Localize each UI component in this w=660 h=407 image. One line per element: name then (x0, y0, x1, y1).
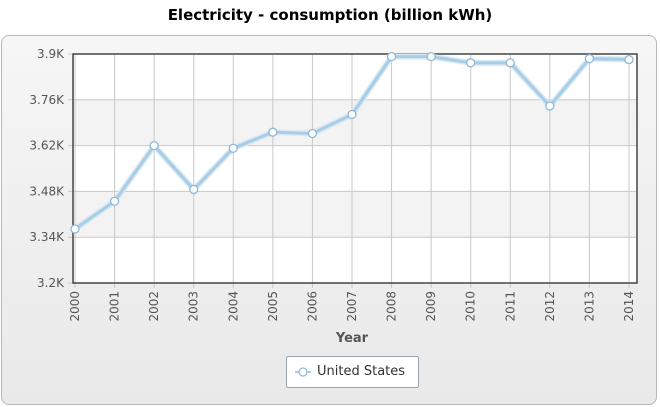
y-tick-label: 3.9K (37, 47, 65, 61)
data-point[interactable] (70, 224, 80, 234)
chart-title: Electricity - consumption (billion kWh) (167, 6, 493, 24)
data-point[interactable] (149, 140, 159, 151)
x-tick-label: 2012 (543, 291, 557, 322)
data-point[interactable] (347, 109, 357, 120)
x-tick-label: 2000 (68, 291, 82, 322)
data-point[interactable] (386, 51, 397, 62)
data-point[interactable] (268, 127, 278, 137)
data-point[interactable] (189, 184, 199, 195)
x-tick-label: 2008 (385, 291, 399, 322)
x-tick-label: 2009 (424, 291, 438, 322)
data-point[interactable] (109, 196, 120, 206)
data-point[interactable] (505, 58, 515, 68)
plot-background (73, 54, 637, 283)
plot-border (72, 53, 638, 284)
y-tick-label: 3.62K (29, 139, 65, 153)
x-tick-label: 2005 (266, 291, 280, 322)
y-tick-label: 3.34K (29, 230, 65, 244)
x-tick-label: 2006 (305, 291, 319, 322)
y-tick-label: 3.2K (37, 276, 65, 290)
x-tick-label: 2001 (108, 291, 122, 322)
legend-label: United States (317, 364, 406, 379)
data-point[interactable] (426, 51, 436, 62)
x-tick-label: 2003 (187, 291, 201, 322)
data-point[interactable] (466, 58, 476, 68)
data-point[interactable] (228, 143, 238, 153)
x-tick-label: 2013 (582, 291, 596, 322)
x-tick-label: 2002 (147, 291, 161, 322)
x-tick-label: 2004 (226, 291, 240, 322)
data-point[interactable] (624, 54, 634, 65)
data-point[interactable] (307, 128, 318, 139)
data-point[interactable] (584, 53, 595, 64)
x-axis-label: Year (335, 331, 369, 346)
legend[interactable]: United States (286, 356, 419, 388)
x-tick-label: 2010 (464, 291, 478, 322)
x-tick-label: 2007 (345, 291, 359, 322)
y-tick-label: 3.48K (29, 184, 65, 198)
y-tick-label: 3.76K (29, 93, 65, 107)
x-tick-label: 2011 (503, 291, 517, 322)
x-tick-label: 2014 (622, 291, 636, 322)
grid-band (73, 191, 637, 238)
data-point[interactable] (545, 101, 555, 111)
legend-marker-icon (295, 367, 311, 377)
